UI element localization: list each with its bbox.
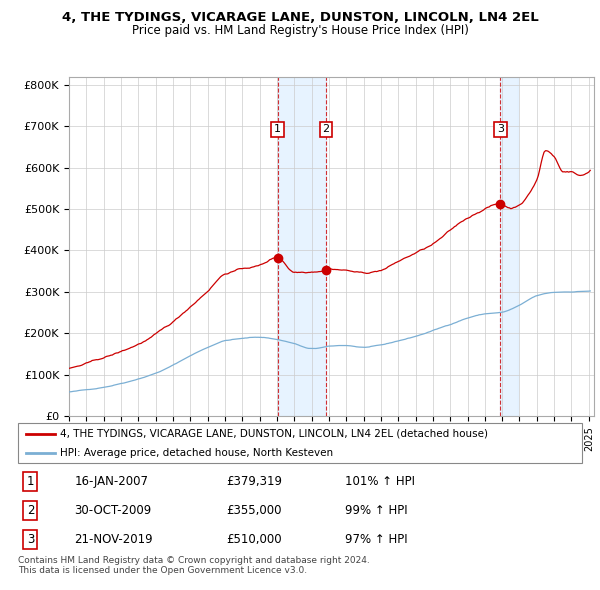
- Text: 3: 3: [27, 533, 34, 546]
- Text: 1: 1: [26, 475, 34, 488]
- Text: 2: 2: [322, 124, 329, 135]
- Text: 21-NOV-2019: 21-NOV-2019: [74, 533, 153, 546]
- Bar: [278, 77, 326, 416]
- Text: 1: 1: [274, 124, 281, 135]
- Text: £379,319: £379,319: [227, 475, 283, 488]
- Bar: [500, 77, 518, 416]
- Text: 2: 2: [26, 504, 34, 517]
- Text: 16-JAN-2007: 16-JAN-2007: [74, 475, 148, 488]
- Text: 97% ↑ HPI: 97% ↑ HPI: [345, 533, 408, 546]
- Text: £510,000: £510,000: [227, 533, 283, 546]
- Text: Price paid vs. HM Land Registry's House Price Index (HPI): Price paid vs. HM Land Registry's House …: [131, 24, 469, 37]
- Text: £355,000: £355,000: [227, 504, 282, 517]
- Text: 101% ↑ HPI: 101% ↑ HPI: [345, 475, 415, 488]
- Text: 4, THE TYDINGS, VICARAGE LANE, DUNSTON, LINCOLN, LN4 2EL (detached house): 4, THE TYDINGS, VICARAGE LANE, DUNSTON, …: [60, 429, 488, 439]
- Text: 4, THE TYDINGS, VICARAGE LANE, DUNSTON, LINCOLN, LN4 2EL: 4, THE TYDINGS, VICARAGE LANE, DUNSTON, …: [62, 11, 538, 24]
- Text: 99% ↑ HPI: 99% ↑ HPI: [345, 504, 408, 517]
- Text: 3: 3: [497, 124, 504, 135]
- Text: 30-OCT-2009: 30-OCT-2009: [74, 504, 152, 517]
- Text: Contains HM Land Registry data © Crown copyright and database right 2024.
This d: Contains HM Land Registry data © Crown c…: [18, 556, 370, 575]
- Text: HPI: Average price, detached house, North Kesteven: HPI: Average price, detached house, Nort…: [60, 448, 334, 458]
